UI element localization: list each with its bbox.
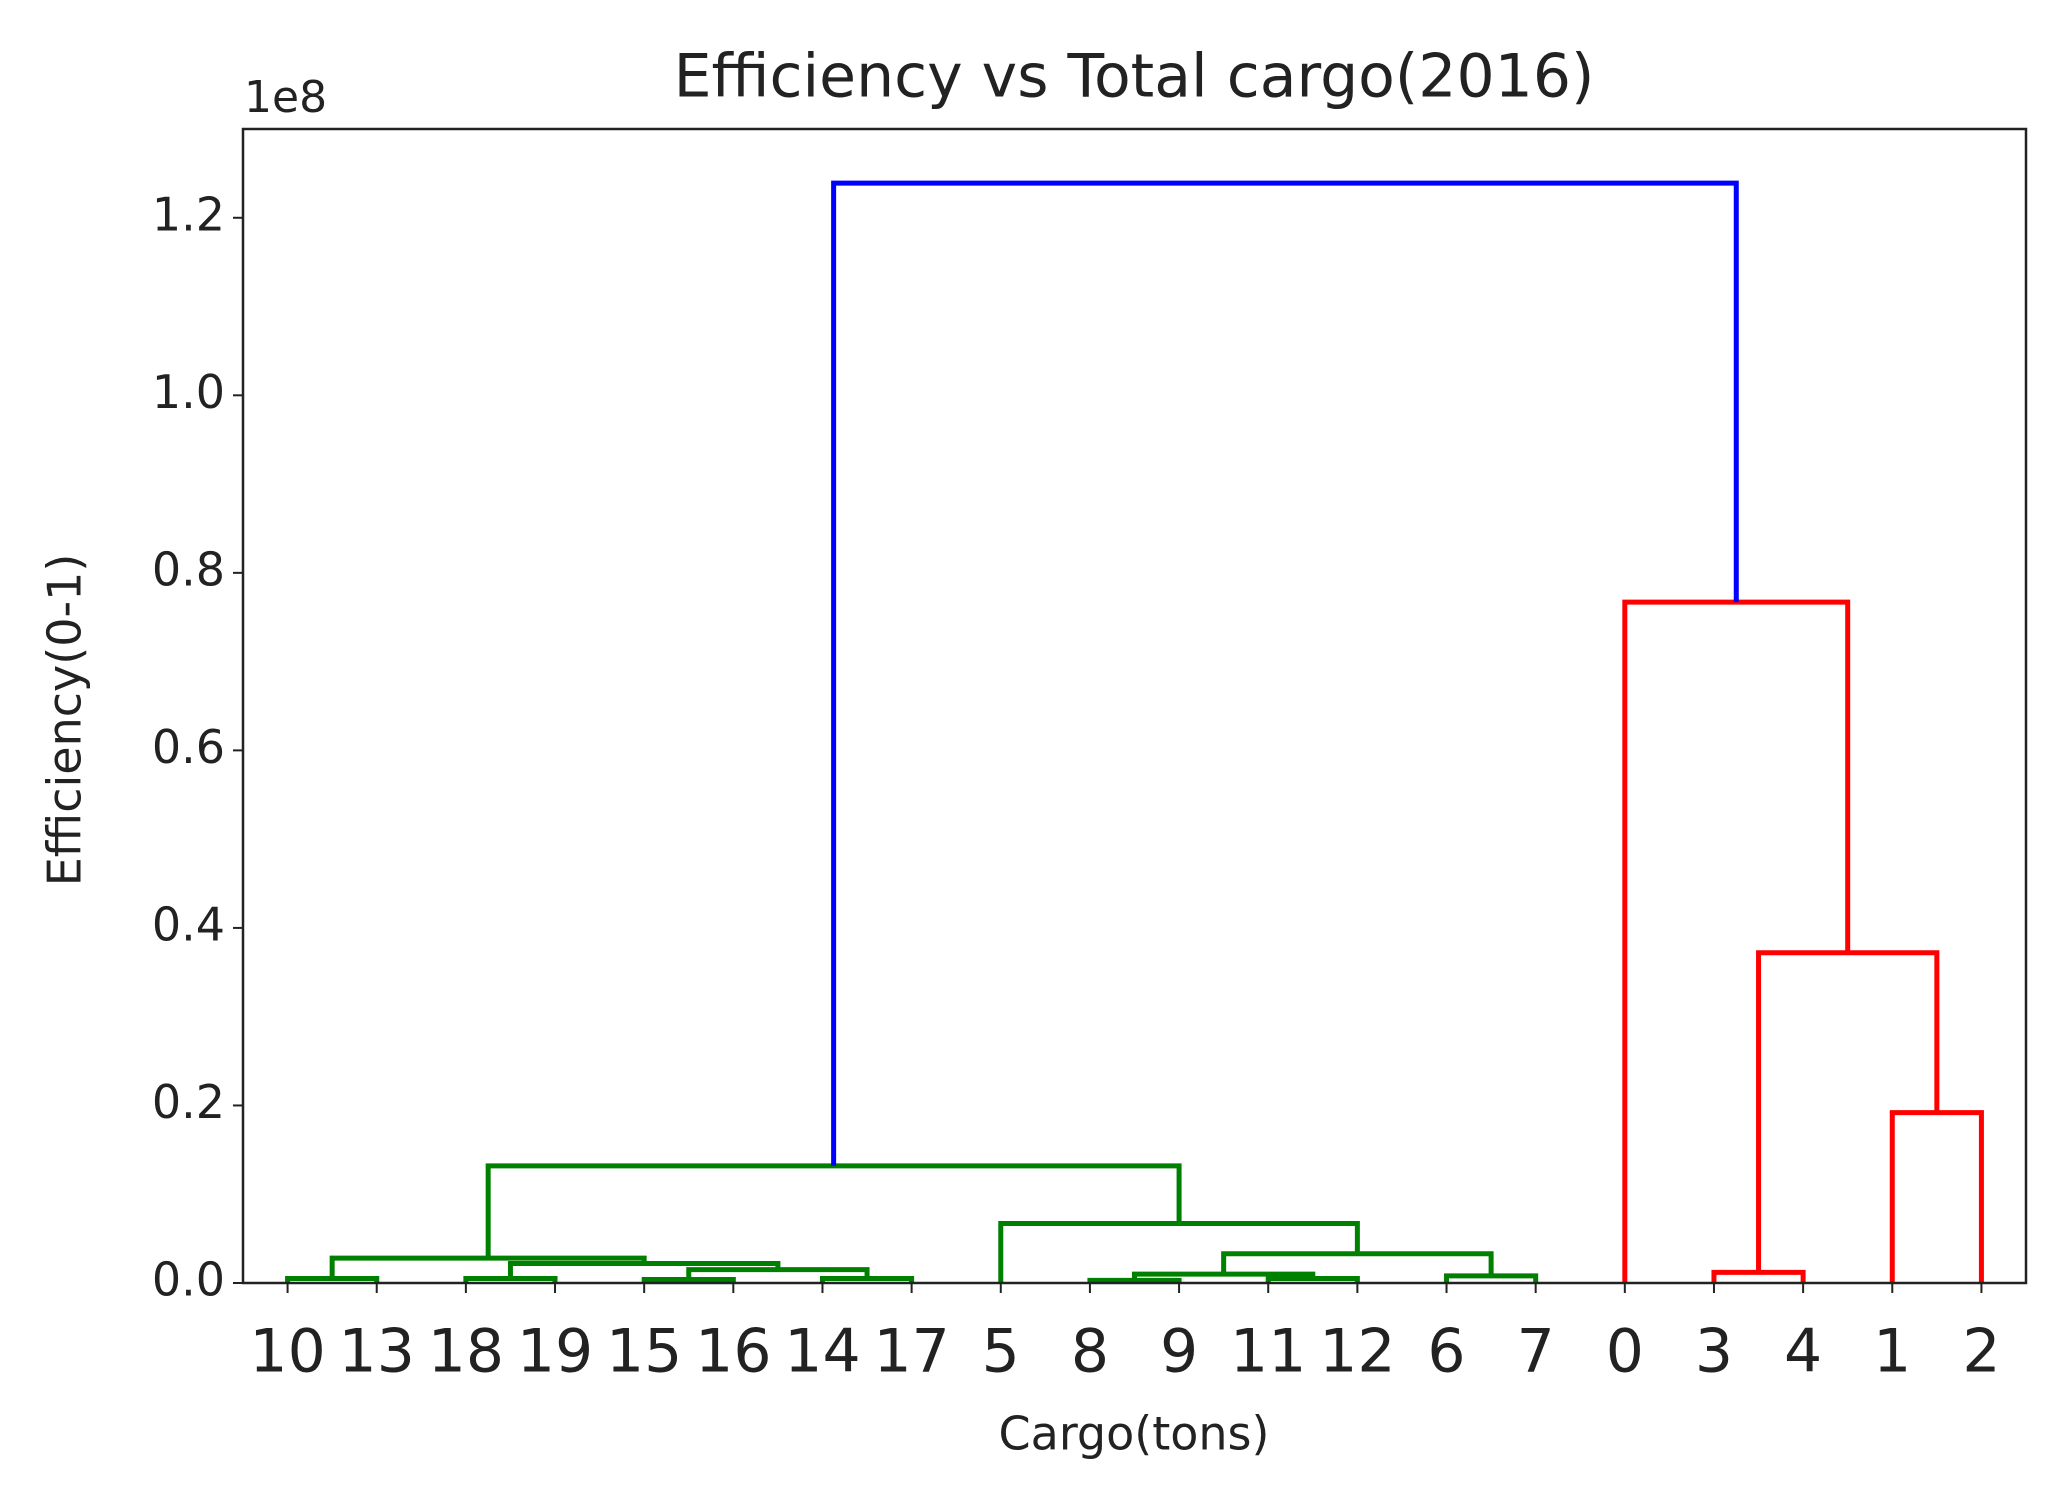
dendrogram-link xyxy=(1711,1269,1806,1283)
plot-frame xyxy=(241,127,2028,1285)
x-tick-label: 13 xyxy=(339,1317,415,1387)
y-tick-label: 0.0 xyxy=(152,1253,225,1307)
x-tick-label: 11 xyxy=(1230,1317,1306,1387)
x-tick-label: 18 xyxy=(428,1317,504,1387)
x-axis-label: Cargo(tons) xyxy=(999,1407,1270,1461)
x-tick-label: 4 xyxy=(1784,1317,1822,1387)
y-tick-label: 1.0 xyxy=(152,365,225,419)
x-tick-label: 8 xyxy=(1071,1317,1109,1387)
dendrogram-link xyxy=(1444,1273,1539,1283)
dendrogram-link xyxy=(831,180,1739,1166)
y-tick-label: 0.4 xyxy=(152,897,225,951)
x-tick-label: 0 xyxy=(1606,1317,1644,1387)
y-tick-label: 0.8 xyxy=(152,542,225,596)
y-tick-label: 1.2 xyxy=(152,187,225,241)
dendrogram-link xyxy=(1221,1251,1494,1276)
x-tick-label: 16 xyxy=(695,1317,771,1387)
x-tick-label: 2 xyxy=(1962,1317,2000,1387)
chart-title: Efficiency vs Total cargo(2016) xyxy=(674,42,1595,112)
x-tick-label: 14 xyxy=(784,1317,860,1387)
x-tick-label: 7 xyxy=(1517,1317,1555,1387)
x-tick-label: 17 xyxy=(873,1317,949,1387)
y-offset-label: 1e8 xyxy=(244,72,327,123)
y-tick-label: 0.2 xyxy=(152,1075,225,1129)
y-axis-label: Efficiency(0-1) xyxy=(38,554,92,887)
x-tick-label: 10 xyxy=(249,1317,325,1387)
x-tick-label: 19 xyxy=(517,1317,593,1387)
x-tick-label: 12 xyxy=(1319,1317,1395,1387)
dendrogram-link xyxy=(641,1276,736,1283)
x-tick-label: 6 xyxy=(1427,1317,1465,1387)
dendrogram-link xyxy=(1087,1277,1182,1283)
x-tick-label: 9 xyxy=(1160,1317,1198,1387)
x-tick-label: 5 xyxy=(982,1317,1020,1387)
x-tick-label: 3 xyxy=(1695,1317,1733,1387)
x-tick-label: 1 xyxy=(1873,1317,1911,1387)
x-tick-label: 15 xyxy=(606,1317,682,1387)
y-tick-label: 0.6 xyxy=(152,720,225,774)
